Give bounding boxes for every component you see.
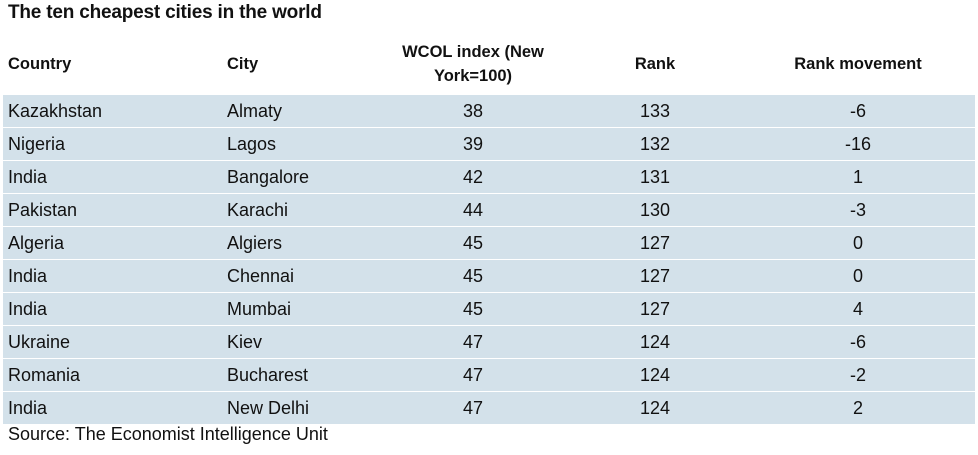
table-row: Romania Bucharest 47 124 -2 [3,358,975,392]
cell-rank: 124 [569,325,741,359]
cell-wcol-index: 47 [377,358,569,392]
cell-city: Karachi [227,193,377,227]
cell-country: Ukraine [3,325,227,359]
cell-city: New Delhi [227,391,377,424]
table-row: India Mumbai 45 127 4 [3,292,975,326]
table-title: The ten cheapest cities in the world [8,2,322,23]
cell-rank: 131 [569,160,741,194]
header-city: City [227,54,259,73]
cell-city: Lagos [227,127,377,161]
cell-country: India [3,160,227,194]
cell-country: Kazakhstan [3,94,227,128]
cell-city: Algiers [227,226,377,260]
cell-city: Mumbai [227,292,377,326]
cell-rank: 124 [569,358,741,392]
cell-rank-movement: -6 [741,94,975,128]
cell-country: India [3,292,227,326]
cell-city: Almaty [227,94,377,128]
cell-wcol-index: 47 [377,325,569,359]
cell-rank: 127 [569,292,741,326]
cell-country: Romania [3,358,227,392]
cell-country: Algeria [3,226,227,260]
table-row: Kazakhstan Almaty 38 133 -6 [3,94,975,128]
cell-rank: 127 [569,226,741,260]
cell-rank-movement: -2 [741,358,975,392]
cities-table: Country City WCOL index (New York=100) R… [3,33,975,424]
table-row: Nigeria Lagos 39 132 -16 [3,127,975,161]
cell-rank: 133 [569,94,741,128]
cell-rank: 132 [569,127,741,161]
header-wcol-index: WCOL index (New York=100) [402,42,544,85]
cell-rank-movement: -6 [741,325,975,359]
cell-wcol-index: 45 [377,226,569,260]
cell-country: Nigeria [3,127,227,161]
cell-rank-movement: 0 [741,259,975,293]
table-row: Ukraine Kiev 47 124 -6 [3,325,975,359]
cell-rank: 124 [569,391,741,424]
cell-city: Bangalore [227,160,377,194]
header-rank: Rank [634,54,676,73]
table-row: Pakistan Karachi 44 130 -3 [3,193,975,227]
cell-rank: 130 [569,193,741,227]
cell-rank-movement: 2 [741,391,975,424]
cell-city: Kiev [227,325,377,359]
cell-wcol-index: 45 [377,292,569,326]
source-note: Source: The Economist Intelligence Unit [8,424,328,444]
table-row: India Chennai 45 127 0 [3,259,975,293]
cell-country: Pakistan [3,193,227,227]
cell-rank-movement: -3 [741,193,975,227]
table-row: Algeria Algiers 45 127 0 [3,226,975,260]
cell-wcol-index: 44 [377,193,569,227]
cell-rank-movement: 0 [741,226,975,260]
cell-wcol-index: 38 [377,94,569,128]
header-rank-movement: Rank movement [794,54,922,73]
cell-country: India [3,259,227,293]
cell-rank-movement: 4 [741,292,975,326]
cell-city: Chennai [227,259,377,293]
cell-wcol-index: 47 [377,391,569,424]
cell-rank: 127 [569,259,741,293]
table-row: India New Delhi 47 124 2 [3,391,975,424]
cell-country: India [3,391,227,424]
cell-wcol-index: 39 [377,127,569,161]
header-country: Country [8,54,72,73]
cell-wcol-index: 45 [377,259,569,293]
table-row: India Bangalore 42 131 1 [3,160,975,194]
cell-rank-movement: -16 [741,127,975,161]
cell-wcol-index: 42 [377,160,569,194]
cell-city: Bucharest [227,358,377,392]
cell-rank-movement: 1 [741,160,975,194]
header-row: Country City WCOL index (New York=100) R… [3,33,975,95]
